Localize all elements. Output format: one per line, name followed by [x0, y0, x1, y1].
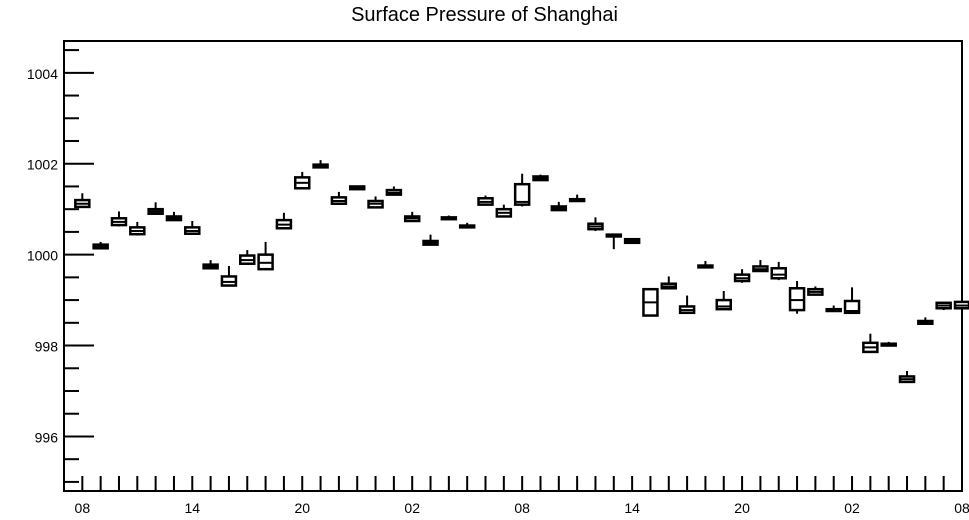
box-27: [568, 194, 586, 203]
box-18: [403, 211, 421, 223]
box-body: [513, 182, 531, 206]
box-48: [953, 299, 969, 310]
box-42: [843, 287, 861, 315]
x-tick-label: 14: [624, 500, 640, 516]
x-tick-label: 02: [404, 500, 420, 516]
box-38: [770, 261, 787, 281]
x-tick-label: 20: [294, 500, 310, 516]
box-10: [257, 241, 274, 271]
x-axis: 08 14 20 02 08 14 20 02 08: [63, 476, 969, 516]
box-20: [440, 215, 458, 221]
box-0: [74, 193, 91, 209]
x-tick-label: 20: [734, 500, 750, 516]
box-body: [715, 298, 733, 311]
box-46: [917, 317, 934, 325]
y-tick-label: 996: [35, 429, 59, 445]
box-44: [880, 341, 897, 347]
box-31: [642, 287, 659, 317]
box-12: [293, 171, 311, 190]
box-9: [239, 250, 256, 265]
box-6: [184, 221, 201, 235]
box-3: [129, 221, 146, 236]
x-tick-label: 08: [75, 500, 91, 516]
box-36: [733, 269, 751, 283]
box-26: [550, 201, 568, 212]
box-17: [385, 186, 403, 196]
box-23: [495, 204, 513, 218]
y-tick-label: 1004: [27, 66, 58, 82]
box-24: [513, 173, 531, 207]
y-axis: 996 998 1000 1002 1004: [27, 49, 94, 483]
box-47: [935, 301, 952, 311]
box-37: [752, 260, 769, 273]
box-28: [587, 217, 604, 231]
boxes-layer: [74, 160, 969, 384]
box-45: [898, 371, 916, 384]
x-tick-label: 14: [184, 500, 200, 516]
box-22: [477, 195, 494, 206]
y-tick-label: 998: [35, 339, 59, 355]
box-body: [843, 299, 861, 315]
box-19: [422, 234, 439, 246]
y-tick-label: 1000: [27, 248, 58, 264]
box-41: [825, 305, 842, 313]
box-30: [623, 237, 641, 245]
box-4: [147, 202, 164, 215]
box-34: [697, 261, 714, 269]
box-21: [458, 222, 476, 229]
box-29: [605, 233, 623, 250]
chart-title: Surface Pressure of Shanghai: [351, 4, 618, 26]
box-13: [312, 160, 329, 169]
box-25: [532, 174, 549, 182]
box-1: [92, 241, 109, 250]
box-8: [220, 266, 238, 287]
box-15: [348, 185, 366, 191]
box-35: [715, 291, 733, 311]
box-2: [110, 211, 128, 227]
box-43: [862, 333, 879, 354]
x-tick-label: 08: [514, 500, 530, 516]
box-32: [660, 276, 678, 290]
box-body: [770, 267, 787, 280]
box-39: [788, 281, 806, 314]
plot-frame: [63, 40, 963, 492]
x-tick-label: 08: [954, 500, 969, 516]
box-33: [678, 295, 696, 315]
box-7: [202, 260, 219, 270]
box-14: [330, 191, 348, 205]
box-40: [807, 286, 824, 296]
box-16: [367, 196, 384, 209]
box-5: [165, 211, 183, 222]
y-tick-label: 1002: [27, 157, 58, 173]
box-11: [275, 212, 293, 230]
x-tick-label: 02: [844, 500, 860, 516]
